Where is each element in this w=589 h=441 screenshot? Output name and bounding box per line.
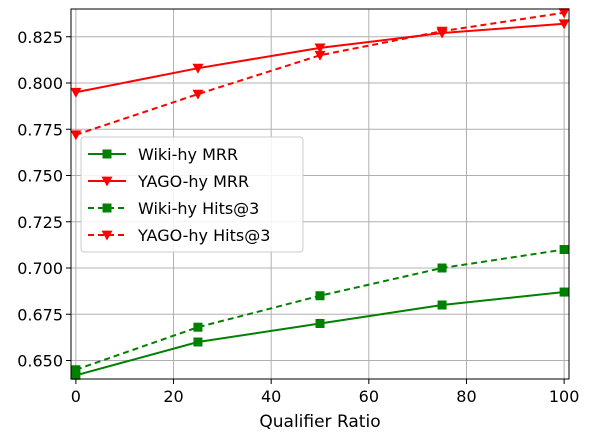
legend-marker — [101, 176, 113, 187]
x-tick-label: 0 — [71, 387, 81, 406]
y-tick-label: 0.675 — [17, 305, 63, 324]
y-tick-label: 0.750 — [17, 167, 63, 186]
legend: Wiki-hy MRR YAGO-hy MRR Wiki-hy Hits@3 YAGO… — [80, 136, 304, 253]
legend-box — [80, 136, 304, 253]
legend-marker — [102, 149, 112, 159]
x-axis-label: Qualifier Ratio — [259, 412, 380, 432]
data-point — [558, 19, 570, 30]
legend-label: Wiki-hy Hits@3 — [138, 199, 259, 218]
x-tick-label: 40 — [261, 387, 281, 406]
data-point — [71, 370, 81, 380]
data-point — [193, 322, 203, 332]
data-point — [314, 50, 326, 61]
x-tick-label: 60 — [359, 387, 379, 406]
x-tick-label: 20 — [163, 387, 183, 406]
legend-item: Wiki-hy MRR — [88, 145, 238, 164]
series-wiki-hy-mrr — [71, 287, 569, 380]
data-point — [192, 89, 204, 100]
series-layer — [70, 8, 570, 380]
data-point — [559, 245, 569, 254]
data-point — [71, 365, 81, 375]
x-tick-label: 100 — [549, 387, 580, 406]
data-point — [437, 300, 447, 310]
data-point — [314, 43, 326, 54]
legend-item: Wiki-hy Hits@3 — [88, 199, 259, 218]
legend-marker — [102, 203, 112, 213]
y-tick-label: 0.650 — [17, 352, 63, 371]
data-point — [315, 319, 325, 328]
legend-item: YAGO-hy Hits@3 — [88, 226, 270, 245]
legend-label: Wiki-hy MRR — [138, 145, 238, 164]
data-point — [559, 287, 569, 297]
data-point — [70, 130, 82, 141]
series-line — [75, 11, 565, 136]
x-tick-label: 80 — [456, 387, 476, 406]
legend-label: YAGO-hy Hits@3 — [137, 226, 270, 245]
data-point — [192, 63, 204, 74]
plot-frame — [70, 8, 570, 380]
legend-marker — [101, 230, 113, 241]
y-tick-label: 0.775 — [17, 120, 63, 139]
y-tick-label: 0.700 — [17, 259, 63, 278]
legend-label: YAGO-hy MRR — [137, 172, 249, 191]
data-point — [70, 87, 82, 98]
data-point — [437, 263, 447, 273]
y-tick-label: 0.725 — [17, 213, 63, 232]
series-yago-hy-hits-3 — [70, 8, 570, 141]
series-line — [75, 291, 565, 377]
axis-ticks: 0 20 40 60 80 100 0.650 0.675 0.700 0.725 0.750 0.7… — [17, 28, 579, 406]
data-point — [193, 337, 203, 347]
data-point — [436, 26, 448, 37]
y-tick-label: 0.825 — [17, 28, 63, 47]
data-point — [315, 291, 325, 301]
y-tick-label: 0.800 — [17, 74, 63, 93]
series-wiki-hy-hits-3 — [71, 245, 569, 375]
data-point — [558, 8, 570, 19]
legend-item: YAGO-hy MRR — [88, 172, 249, 191]
